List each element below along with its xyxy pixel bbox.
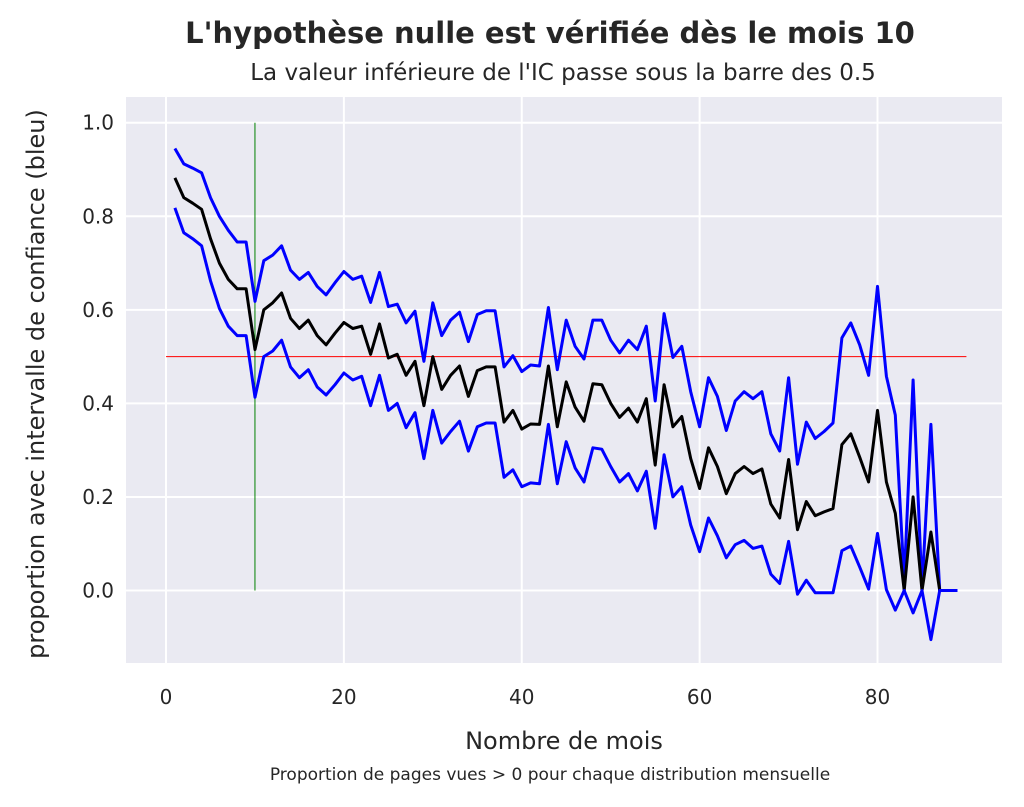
- proportion-line: [173, 177, 958, 592]
- y-tick-label: 0.0: [82, 578, 114, 602]
- plot-background: [126, 97, 1002, 663]
- x-tick-label: 0: [160, 685, 173, 709]
- y-tick-label: 0.4: [82, 391, 114, 415]
- x-tick-label: 20: [331, 685, 356, 709]
- y-tick-label: 0.8: [82, 204, 114, 228]
- lower-bound-line: [173, 207, 958, 642]
- chart-subtitle: La valeur inférieure de l'IC passe sous …: [250, 60, 876, 86]
- y-tick-label: 0.2: [82, 485, 114, 509]
- y-tick-labels: 0.0 0.2 0.4 0.6 0.8 1.0: [82, 111, 114, 603]
- x-axis-label: Nombre de mois: [465, 727, 663, 755]
- x-tick-label: 40: [509, 685, 534, 709]
- grid: [126, 97, 1002, 663]
- x-tick-label: 80: [865, 685, 890, 709]
- y-tick-label: 1.0: [82, 111, 114, 135]
- series-group: [173, 147, 958, 642]
- reference-lines: [166, 122, 967, 591]
- y-tick-label: 0.6: [82, 298, 114, 322]
- upper-bound-line: [173, 147, 958, 592]
- y-axis-label: proportion avec intervalle de confiance …: [22, 109, 50, 659]
- chart-caption: Proportion de pages vues > 0 pour chaque…: [270, 765, 830, 785]
- x-tick-labels: 0 20 40 60 80: [160, 685, 891, 709]
- x-tick-label: 60: [687, 685, 712, 709]
- chart-title: L'hypothèse nulle est vérifiée dès le mo…: [185, 16, 915, 50]
